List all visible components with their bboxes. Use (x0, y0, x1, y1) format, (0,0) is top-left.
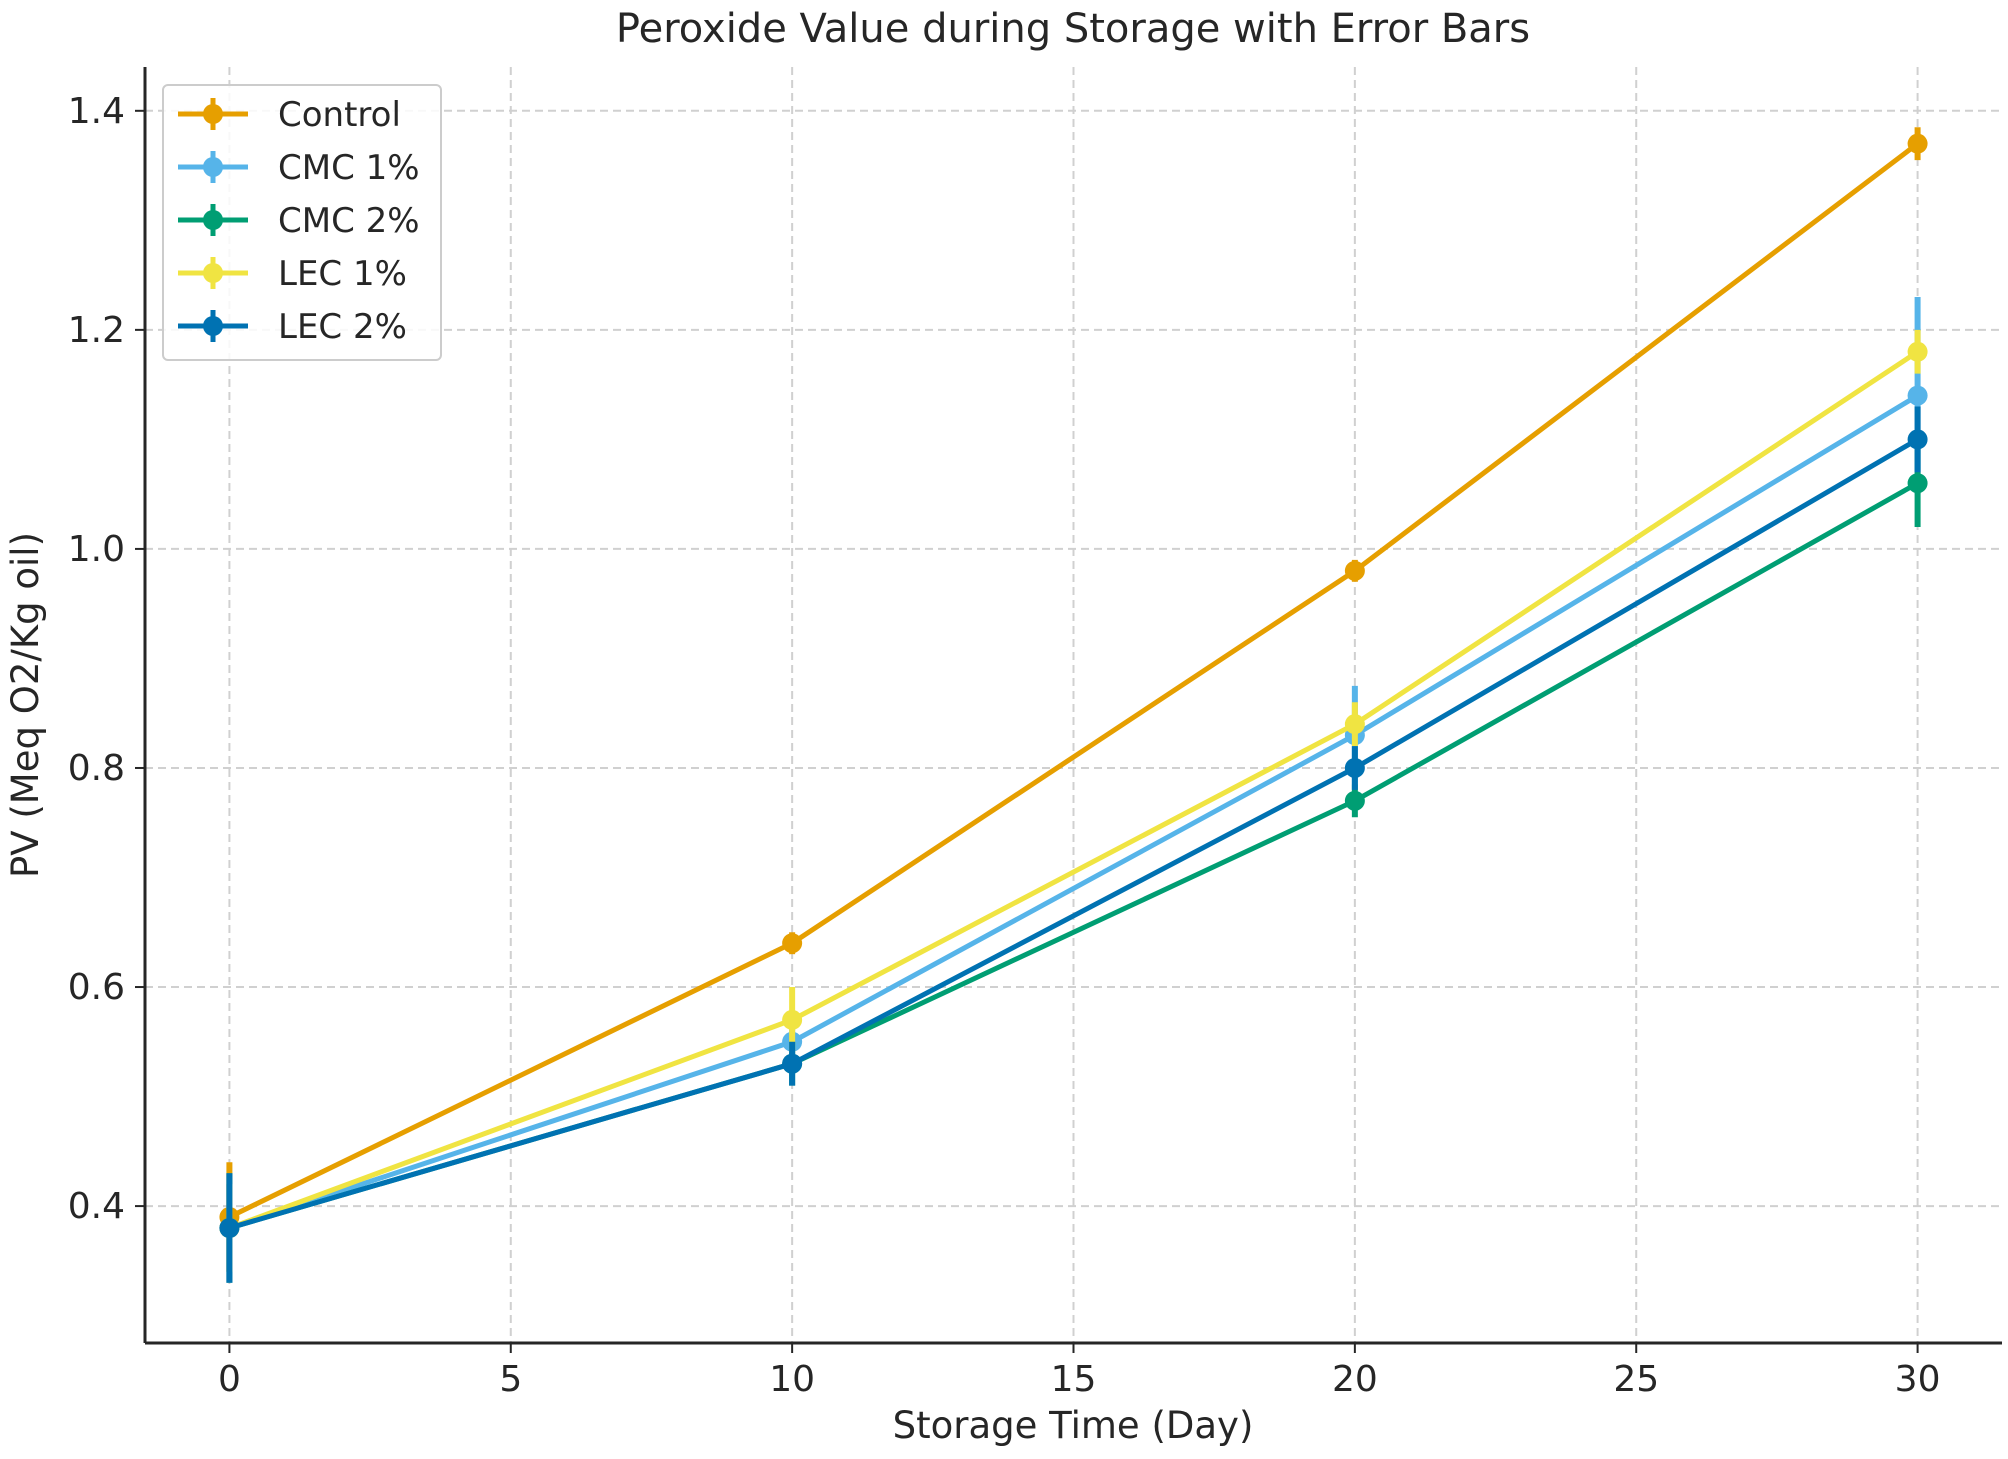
data-point (1344, 560, 1365, 581)
legend-item: LEC 2% (178, 307, 407, 347)
x-tick-label: 20 (1332, 1359, 1378, 1400)
x-axis-label: Storage Time (Day) (893, 1404, 1254, 1447)
legend-box (162, 84, 442, 361)
legend-marker (203, 157, 223, 177)
data-point (1907, 473, 1928, 494)
series-line (228, 393, 1919, 1231)
data-point (1344, 757, 1365, 778)
data-point (1907, 429, 1928, 450)
data-point (1344, 714, 1365, 735)
y-tick-label: 1.2 (68, 310, 125, 351)
series-line (228, 437, 1919, 1231)
legend-label: CMC 1% (278, 148, 420, 188)
legend-label: LEC 2% (278, 307, 407, 347)
data-point (782, 1009, 803, 1030)
legend-marker (203, 104, 223, 124)
data-point (1907, 133, 1928, 154)
legend-item: LEC 1% (178, 254, 407, 294)
data-point (1907, 341, 1928, 362)
x-tick-label: 10 (769, 1359, 815, 1400)
x-tick-label: 25 (1613, 1359, 1659, 1400)
data-point (782, 1053, 803, 1074)
x-tick-label: 30 (1895, 1359, 1941, 1400)
legend-item: Control (178, 95, 401, 135)
legend-label: CMC 2% (278, 201, 420, 241)
data-point (219, 1217, 240, 1238)
series-line (228, 349, 1919, 1231)
y-tick-label: 0.8 (68, 748, 125, 789)
legend: Control CMC 1% CMC 2% LEC 1% LEC 2% (162, 84, 442, 361)
y-tick-label: 0.6 (68, 967, 125, 1008)
series-group (219, 127, 1928, 1283)
ticks: 0 5 10 15 20 25 30 0.4 0.6 0.8 1.0 1.2 1.4 (68, 91, 1941, 1400)
data-point (1344, 790, 1365, 811)
y-axis-label: PV (Meq O2/Kg oil) (4, 532, 47, 878)
data-point (1907, 385, 1928, 406)
legend-item: CMC 2% (178, 201, 420, 241)
legend-marker (203, 263, 223, 283)
legend-marker (203, 316, 223, 336)
legend-marker (203, 210, 223, 230)
y-tick-label: 0.4 (68, 1186, 125, 1227)
y-tick-label: 1.4 (68, 91, 125, 132)
legend-label: Control (278, 95, 401, 135)
data-point (782, 933, 803, 954)
legend-label: LEC 1% (278, 254, 407, 294)
x-tick-label: 0 (218, 1359, 241, 1400)
series-lec-2 (219, 406, 1928, 1283)
chart-title: Peroxide Value during Storage with Error… (616, 6, 1530, 52)
x-tick-label: 15 (1051, 1359, 1097, 1400)
legend-item: CMC 1% (178, 148, 420, 188)
y-tick-label: 1.0 (68, 529, 125, 570)
series-line (228, 141, 1920, 1220)
x-tick-label: 5 (499, 1359, 522, 1400)
